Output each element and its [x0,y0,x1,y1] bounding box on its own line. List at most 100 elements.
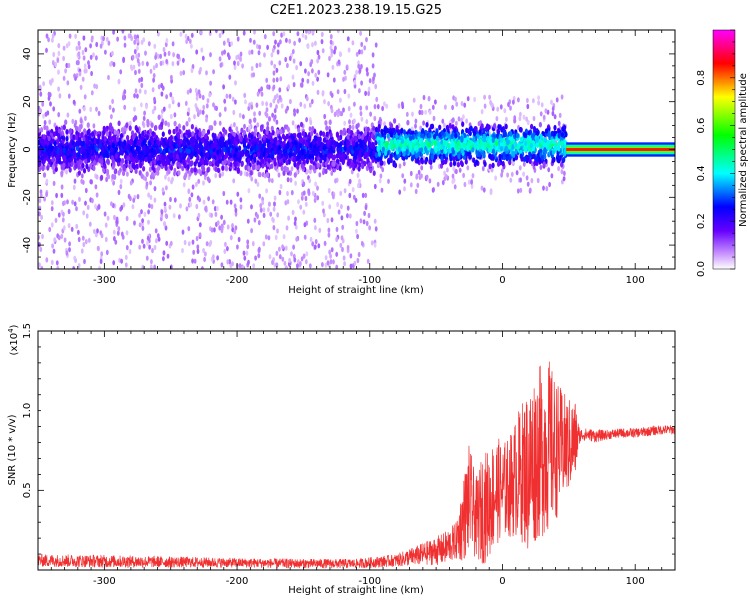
heatmap-cell [114,153,118,159]
heatmap-cell [310,158,314,164]
heatmap-cell [66,199,69,205]
heatmap-cell [304,30,308,34]
heatmap-cell [202,199,206,205]
heatmap-cell [368,78,372,84]
heatmap-cell [134,168,138,174]
heatmap-cell [179,70,183,76]
heatmap-cell [53,140,57,147]
heatmap-cell [38,262,41,268]
heatmap-cell [234,225,238,231]
heatmap-cell [206,98,210,104]
heatmap-cell [560,169,564,175]
heatmap-cell [263,34,267,40]
heatmap-cell [292,244,295,250]
heatmap-cell [299,204,303,210]
heatmap-cell [179,203,182,209]
heatmap-cell [150,152,154,158]
heatmap-cell [298,142,303,149]
heatmap-cell [224,241,227,247]
heatmap-cell [188,38,192,44]
heatmap-cell [381,105,384,112]
heatmap-cell [59,149,63,156]
heatmap-cell [129,180,133,186]
heatmap-cell [140,102,143,108]
heatmap-cell [192,249,196,255]
heatmap-cell [321,90,325,96]
heatmap-cell [538,121,543,128]
heatmap-cell [55,192,58,199]
heatmap-cell [189,202,193,208]
heatmap-cell [504,123,508,130]
heatmap-cell [489,189,493,195]
heatmap-cell [223,248,227,254]
heatmap-cell [329,34,333,40]
heatmap-cell [117,226,121,232]
heatmap-cell [146,121,150,128]
heatmap-cell [78,140,83,146]
heatmap-cell [403,178,407,184]
heatmap-cell [242,129,246,136]
heatmap-cell [62,147,66,154]
heatmap-cell [425,174,429,180]
heatmap-cell [159,53,163,59]
heatmap-cell [203,256,207,263]
heatmap-cell [234,207,238,213]
heatmap-cell [57,112,61,118]
heatmap-cell [517,97,520,103]
heatmap-cell [41,101,45,107]
heatmap-cell [314,40,317,46]
heatmap-cell [60,125,64,131]
heatmap-cell [376,104,380,110]
heatmap-cell [111,142,115,149]
heatmap-cell [80,173,84,179]
heatmap-cell [316,76,319,82]
heatmap-cell [81,163,85,169]
heatmap-cell [369,167,373,174]
heatmap-cell [45,33,49,39]
heatmap-cell [77,229,80,235]
heatmap-cell [179,147,183,154]
heatmap-cell [45,47,48,53]
heatmap-cell [156,155,160,161]
heatmap-cell [206,167,210,173]
heatmap-cell [79,118,83,124]
heatmap-cell [373,218,377,224]
heatmap-cell [218,32,222,39]
heatmap-cell [119,69,123,75]
heatmap-cell [316,89,320,95]
heatmap-cell [145,171,149,177]
heatmap-cell [62,211,65,217]
heatmap-cell [84,47,88,53]
heatmap-cell [369,111,372,117]
heatmap-cell [181,165,185,172]
heatmap-cell [273,63,277,69]
heatmap-cell [97,204,101,210]
heatmap-cell [160,91,164,97]
heatmap-cell [243,255,247,261]
heatmap-cell [135,157,139,164]
heatmap-cell [273,201,276,207]
heatmap-cell [224,153,229,159]
heatmap-cell [319,152,323,159]
heatmap-cell [313,217,317,223]
heatmap-cell [238,145,242,151]
heatmap-cell [109,61,112,67]
heatmap-cell [298,37,301,43]
heatmap-cell [195,106,199,112]
heatmap-cell [324,255,328,261]
heatmap-cell [279,39,282,45]
heatmap-cell [366,258,370,264]
heatmap-cell [141,154,145,160]
heatmap-cell [116,130,120,136]
heatmap-cell [342,107,345,113]
heatmap-cell [461,121,465,127]
heatmap-cell [190,123,194,130]
heatmap-cell [287,215,290,221]
heatmap-cell [352,194,356,200]
heatmap-cell [84,187,88,194]
heatmap-cell [124,154,128,160]
heatmap-cell [205,145,209,151]
heatmap-cell [309,61,313,68]
heatmap-cell [336,89,340,95]
